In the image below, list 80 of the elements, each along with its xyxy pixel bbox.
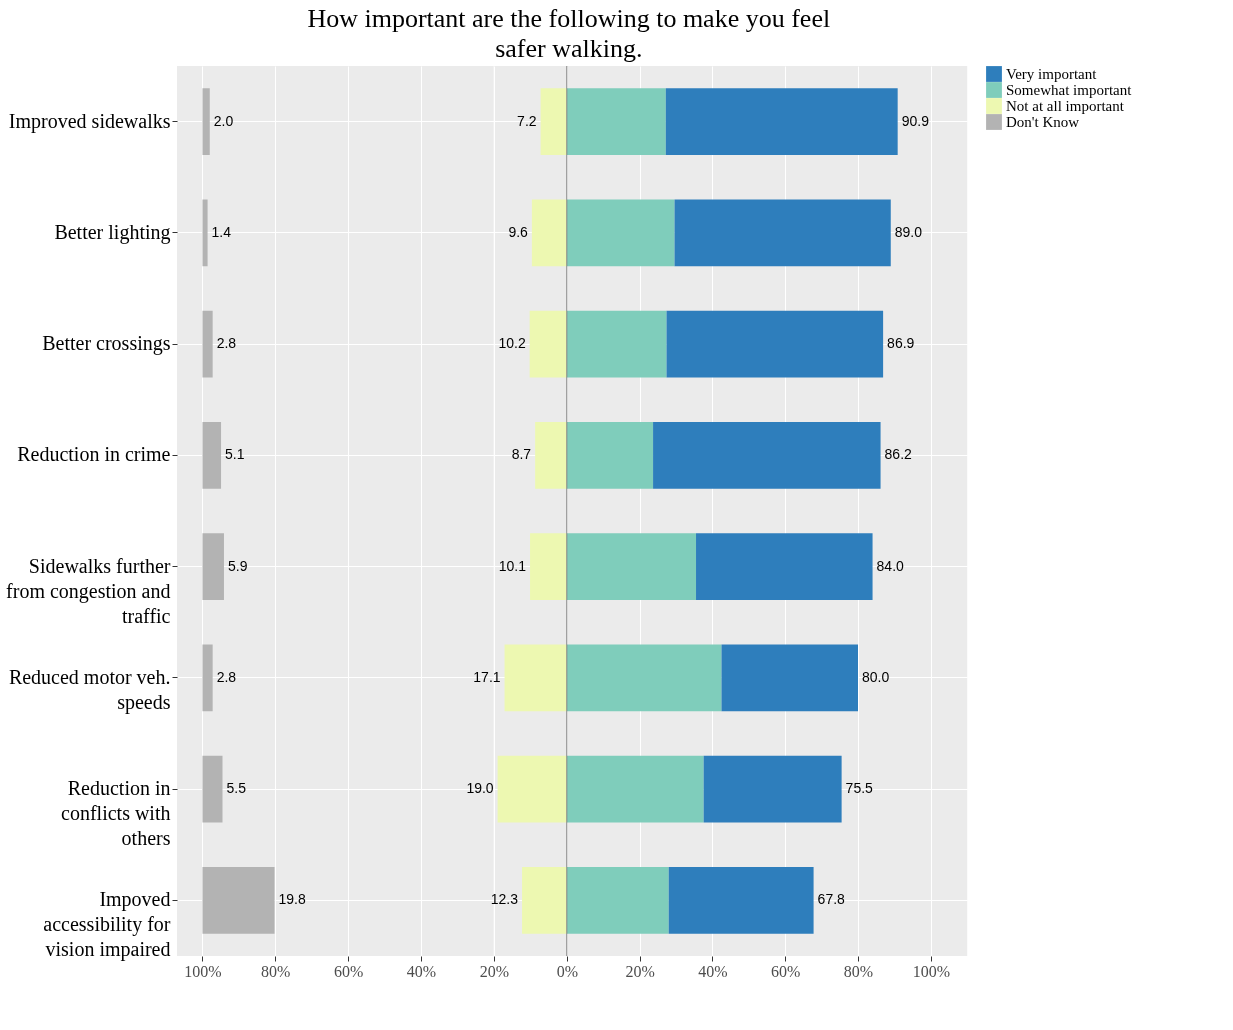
annotation: 84.0: [876, 557, 905, 574]
y-tick-label: Reduction in conflicts with others: [61, 777, 171, 850]
y-tick-label: Impoved accessibility for vision impaired: [43, 888, 171, 962]
bar: [202, 88, 210, 155]
bar: [566, 310, 667, 378]
bar: [566, 88, 666, 155]
annotation: 10.1: [498, 557, 527, 574]
annotation: 67.8: [817, 891, 846, 908]
x-tick-label: 20%: [625, 962, 655, 980]
bar: [665, 88, 898, 155]
bar: [566, 533, 697, 600]
bar: [566, 422, 654, 489]
x-tick-label: 60%: [333, 962, 364, 980]
bar: [566, 199, 675, 267]
bar: [674, 199, 891, 267]
y-tick-label: Reduction in crime: [17, 443, 171, 466]
annotation: 8.7: [511, 446, 532, 463]
bar: [202, 867, 275, 934]
bar: [566, 644, 722, 712]
bar: [653, 422, 881, 489]
x-tick-label: 60%: [771, 962, 801, 980]
bar: [522, 867, 567, 934]
annotation: 89.0: [894, 223, 923, 240]
annotation: 19.0: [466, 780, 494, 797]
x-tick-label: 100%: [184, 962, 222, 980]
bar: [530, 533, 567, 600]
annotation: 80.0: [862, 668, 890, 685]
bar: [540, 88, 567, 155]
bar: [202, 755, 223, 823]
bar: [202, 533, 224, 600]
annotation: 90.9: [901, 112, 930, 129]
annotation: 12.3: [490, 891, 519, 908]
text: How important are the following to make you feel safer walking.: [307, 3, 831, 63]
y-tick-label: Better crossings: [42, 332, 171, 356]
data-label: 5.9: [227, 557, 248, 574]
x-tick-label: 40%: [406, 962, 437, 980]
bar: [666, 310, 884, 378]
annotation: 86.9: [887, 335, 915, 352]
x-tick-label: 80%: [261, 962, 291, 980]
data-label: 2.0: [213, 112, 234, 129]
data-label: 19.8: [278, 891, 307, 908]
data-label: 1.4: [211, 223, 232, 240]
bar: [497, 755, 567, 823]
annotation: 86.2: [884, 446, 913, 463]
y-tick-label: Sidewalks further from congestion and traffic: [6, 554, 171, 627]
bar: [202, 310, 213, 378]
bar: [202, 644, 213, 712]
data-label: 5.1: [225, 446, 245, 463]
bar: [566, 867, 669, 934]
bar: [566, 755, 704, 823]
bar: [202, 199, 208, 267]
y-tick-label: Better lighting: [54, 220, 171, 244]
bar: [202, 422, 222, 489]
data-label: 2.8: [216, 335, 237, 352]
legend-label: Somewhat important: [1006, 82, 1133, 98]
legend-label: Don't Know: [1006, 114, 1080, 130]
annotation: 75.5: [845, 780, 874, 797]
x-tick-label: 0%: [556, 962, 578, 980]
data-label: 2.8: [216, 668, 237, 685]
x-tick-label: 20%: [479, 962, 510, 980]
bar: [703, 755, 842, 823]
annotation: 10.2: [498, 335, 526, 352]
bar: [668, 867, 814, 934]
y-tick-label: Improved sidewalks: [8, 109, 171, 133]
bar: [529, 310, 567, 378]
legend-label: Not at all important: [1006, 98, 1125, 114]
legend-label: Very important: [1006, 66, 1098, 82]
bar: [504, 644, 567, 712]
x-tick-label: 100%: [912, 962, 950, 980]
bar: [531, 199, 567, 267]
data-label: 5.5: [226, 780, 247, 797]
bar: [721, 644, 858, 712]
bar: [535, 422, 567, 489]
x-tick-label: 80%: [843, 962, 874, 980]
annotation: 7.2: [517, 112, 537, 129]
y-tick-label: Reduced motor veh. speeds: [8, 665, 171, 714]
x-tick-label: 40%: [698, 962, 728, 980]
annotation: 17.1: [473, 668, 501, 685]
annotation: 9.6: [508, 223, 529, 240]
bar: [696, 533, 873, 600]
